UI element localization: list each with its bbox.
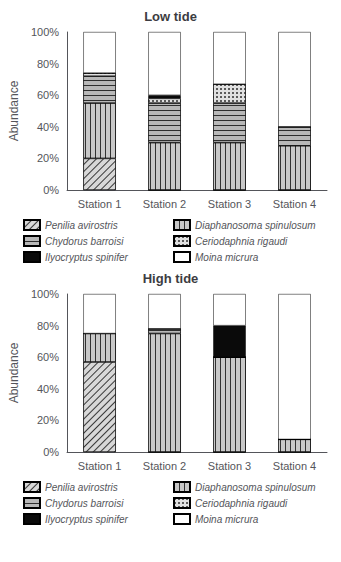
svg-text:Station 4: Station 4	[273, 460, 316, 472]
svg-text:Penilia avirostris: Penilia avirostris	[45, 220, 118, 231]
svg-text:Low tide: Low tide	[144, 9, 197, 24]
svg-text:Chydorus barroisi: Chydorus barroisi	[45, 236, 124, 247]
svg-text:Station 2: Station 2	[143, 460, 186, 472]
svg-text:Station 1: Station 1	[78, 460, 121, 472]
svg-text:Abundance: Abundance	[7, 342, 21, 403]
svg-text:Moina micrura: Moina micrura	[195, 252, 259, 263]
svg-text:High tide: High tide	[143, 271, 199, 286]
svg-text:Diaphanosoma spinulosum: Diaphanosoma spinulosum	[195, 482, 316, 493]
svg-text:Penilia avirostris: Penilia avirostris	[45, 482, 118, 493]
svg-text:40%: 40%	[37, 383, 59, 395]
svg-text:Station 3: Station 3	[208, 460, 251, 472]
svg-text:Ceriodaphnia rigaudi: Ceriodaphnia rigaudi	[195, 236, 288, 247]
svg-text:Diaphanosoma spinulosum: Diaphanosoma spinulosum	[195, 220, 316, 231]
svg-text:0%: 0%	[43, 446, 59, 458]
svg-text:Station 2: Station 2	[143, 198, 186, 210]
svg-text:Ilyocryptus spinifer: Ilyocryptus spinifer	[45, 252, 128, 263]
svg-text:Moina micrura: Moina micrura	[195, 514, 259, 525]
svg-text:100%: 100%	[31, 26, 59, 38]
svg-text:Station 3: Station 3	[208, 198, 251, 210]
svg-text:80%: 80%	[37, 58, 59, 70]
svg-text:100%: 100%	[31, 288, 59, 300]
svg-text:Station 1: Station 1	[78, 198, 121, 210]
svg-text:40%: 40%	[37, 121, 59, 133]
svg-text:60%: 60%	[37, 351, 59, 363]
svg-text:60%: 60%	[37, 89, 59, 101]
svg-text:Ceriodaphnia rigaudi: Ceriodaphnia rigaudi	[195, 498, 288, 509]
svg-text:0%: 0%	[43, 184, 59, 196]
svg-text:80%: 80%	[37, 320, 59, 332]
svg-text:20%: 20%	[37, 414, 59, 426]
svg-text:Chydorus barroisi: Chydorus barroisi	[45, 498, 124, 509]
svg-text:Abundance: Abundance	[7, 80, 21, 141]
svg-text:Ilyocryptus spinifer: Ilyocryptus spinifer	[45, 514, 128, 525]
svg-text:20%: 20%	[37, 152, 59, 164]
svg-text:Station 4: Station 4	[273, 198, 316, 210]
